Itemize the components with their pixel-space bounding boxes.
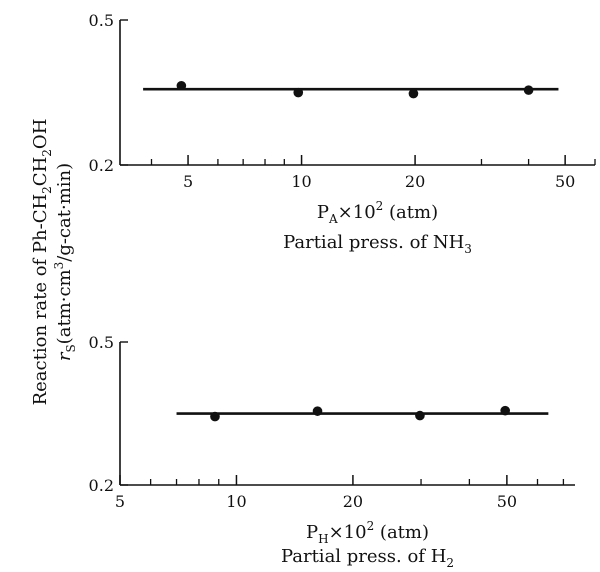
x-tick-label: 5: [183, 172, 193, 191]
data-point: [415, 410, 425, 421]
x-tick-label: 5: [115, 492, 125, 511]
chart-panel-hydrogen: 0.2 0.5 5 10 20 50 PH×102 (atm)Partial press. …: [89, 333, 575, 570]
y-tick-label: 0.5: [89, 11, 114, 30]
x-axis-title: PA×102 (atm): [317, 199, 438, 226]
data-point: [312, 406, 323, 416]
x-axis-subtitle: Partial press. of H2: [281, 546, 454, 570]
data-point: [210, 411, 220, 422]
x-tick-label: 10: [291, 172, 311, 191]
y-tick-label: 0.2: [89, 476, 114, 495]
data-point: [408, 88, 419, 99]
y-axis-label-line-1: Reaction rate of Ph-CH2CH2OH: [30, 119, 54, 406]
x-tick-label: 50: [555, 172, 575, 191]
data-point: [523, 85, 534, 95]
shared-y-axis-label: Reaction rate of Ph-CH2CH2OH rS(atm·cm3/…: [30, 119, 78, 406]
chart-panel-ammonia: 0.2 0.5 5 10 20 50 PA×102 (atm) Partial press. …: [89, 11, 596, 256]
x-axis-subtitle: Partial press. of NH3: [283, 232, 472, 256]
x-tick-label: 50: [497, 492, 517, 511]
y-tick-label: 0.5: [89, 333, 114, 352]
x-tick-label: 10: [226, 492, 246, 511]
data-point: [176, 80, 187, 91]
x-tick-label: 20: [405, 172, 425, 191]
y-tick-label: 0.2: [89, 156, 114, 175]
x-tick-label: 20: [343, 492, 363, 511]
data-point: [293, 87, 304, 98]
x-axis-title: PH×102 (atm): [306, 519, 429, 546]
y-axis-label-line-2: rS(atm·cm3/g-cat·min): [52, 163, 78, 361]
data-point: [500, 405, 510, 416]
